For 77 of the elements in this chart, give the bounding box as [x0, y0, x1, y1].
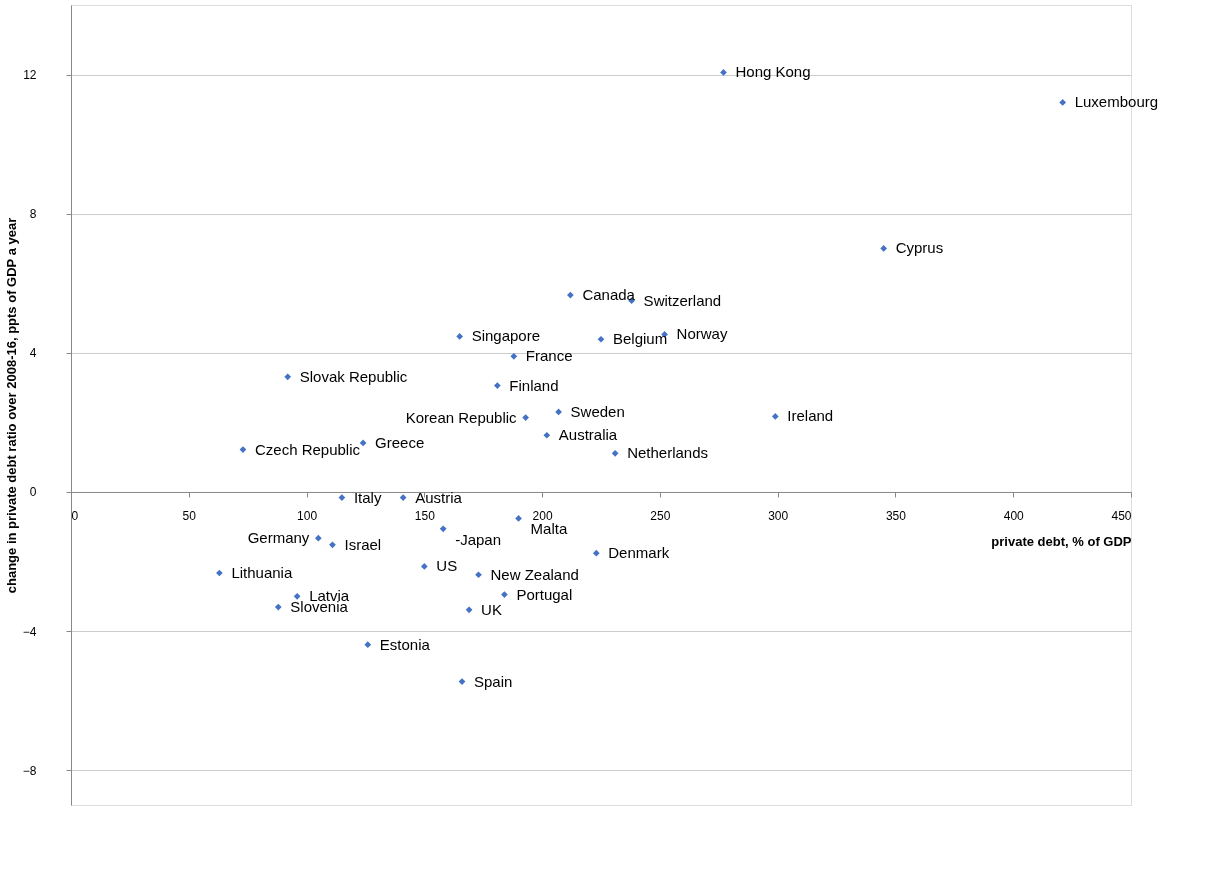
- annotation: Luxembourg: [1074, 93, 1159, 111]
- annotation: Spain: [474, 672, 513, 690]
- point: [364, 641, 372, 649]
- annotation: Australia: [558, 426, 618, 444]
- point: [880, 245, 888, 252]
- annotation: Lithuania: [231, 564, 293, 581]
- annotation: Israel: [344, 535, 382, 553]
- point: [293, 592, 301, 600]
- y-tick-label: −4: [22, 624, 37, 639]
- x-tick-label: 400: [1003, 509, 1025, 524]
- x-tick-label: 150: [414, 509, 436, 524]
- point: [720, 69, 727, 76]
- annotation: Germany: [247, 529, 310, 547]
- point: [592, 549, 600, 557]
- y-tick-label: 0: [29, 485, 37, 500]
- annotation: Ireland: [787, 407, 834, 425]
- point: [597, 335, 605, 343]
- annotation: Finland: [509, 376, 559, 394]
- annotation: Netherlands: [627, 444, 709, 462]
- annotation: France: [525, 347, 573, 365]
- point: [338, 494, 346, 501]
- point: [543, 431, 551, 439]
- point: [475, 571, 482, 579]
- point: [274, 603, 282, 611]
- point: [567, 291, 574, 299]
- point: [522, 414, 529, 421]
- annotation: Canada: [582, 286, 636, 304]
- annotation: Portugal: [516, 585, 573, 603]
- annotation: Denmark: [608, 544, 670, 562]
- point: [359, 439, 367, 447]
- x-tick-label: 450: [1111, 509, 1132, 524]
- annotation: Estonia: [379, 635, 431, 653]
- annotation: Austria: [415, 488, 463, 506]
- annotation: Hong Kong: [735, 63, 811, 81]
- point: [439, 525, 447, 533]
- point: [456, 333, 464, 340]
- y-tick-label: 4: [29, 346, 37, 361]
- point: [501, 591, 508, 598]
- x-axis-title: private debt, % of GDP: [991, 534, 1132, 550]
- y-tick-label: 12: [23, 68, 37, 83]
- annotation: Slovak Republic: [299, 367, 408, 385]
- annotation: Greece: [375, 433, 425, 451]
- x-tick-label: 50: [182, 509, 197, 524]
- x-tick-label: 0: [71, 509, 79, 524]
- point: [611, 449, 619, 457]
- point: [771, 413, 779, 420]
- point: [284, 373, 292, 381]
- point: [399, 494, 407, 501]
- y-tick-label: −8: [22, 763, 37, 778]
- point: [510, 352, 518, 360]
- point: [494, 382, 501, 389]
- annotation: Belgium: [613, 330, 668, 348]
- annotation: New Zealand: [490, 565, 579, 583]
- y-tick-label: 8: [29, 207, 37, 222]
- point: [465, 606, 473, 614]
- x-tick-label: 100: [297, 509, 318, 524]
- x-tick-label: 300: [768, 509, 789, 524]
- point: [515, 515, 522, 522]
- point: [555, 408, 562, 416]
- x-tick-label: 350: [885, 509, 907, 524]
- point: [1059, 99, 1067, 106]
- annotation: Switzerland: [643, 291, 722, 309]
- annotation: UK: [481, 600, 502, 618]
- annotation: US: [436, 557, 458, 575]
- annotation: Korean Republic: [405, 408, 518, 426]
- x-tick-label: 250: [650, 509, 671, 524]
- point: [420, 563, 428, 570]
- annotation: Singapore: [471, 327, 541, 345]
- annotation: Sweden: [570, 402, 625, 420]
- point: [314, 534, 322, 542]
- annotation: Cyprus: [895, 239, 944, 257]
- annotation: -Japan: [455, 530, 502, 548]
- point: [329, 541, 336, 549]
- annotation: Italy: [353, 488, 382, 506]
- y-axis-title: change in private debt ratio over 2008-16, ppts of GDP a year: [3, 217, 19, 594]
- annotation: Norway: [676, 325, 728, 343]
- annotation: Czech Republic: [254, 440, 361, 458]
